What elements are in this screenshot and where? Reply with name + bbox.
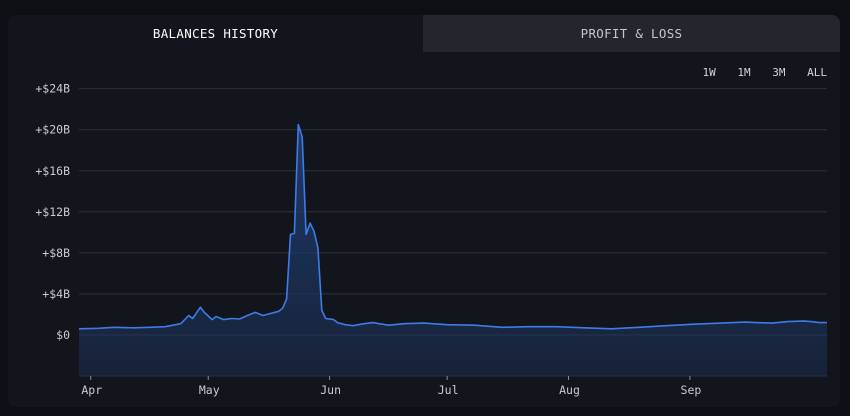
range-3m-button[interactable]: 3M	[772, 66, 786, 79]
balance-area	[79, 124, 827, 376]
range-1w-button[interactable]: 1W	[702, 66, 716, 79]
x-tick-label: May	[199, 383, 220, 397]
y-tick-label: +$4B	[42, 287, 70, 301]
tab-profit-loss[interactable]: PROFIT & LOSS	[423, 15, 840, 52]
range-1m-button[interactable]: 1M	[737, 66, 751, 79]
tab-bar: BALANCES HISTORY PROFIT & LOSS	[8, 15, 840, 52]
y-tick-label: +$12B	[35, 205, 70, 219]
x-tick-label: Aug	[559, 383, 580, 397]
range-selector: 1W 1M 3M ALL	[690, 61, 827, 79]
y-tick-label: +$24B	[35, 82, 70, 96]
balance-history-chart: +$24B +$20B +$16B +$12B +$8B +$4B $0 Apr May Jun J…	[35, 82, 827, 397]
x-tick-label: Sep	[681, 383, 702, 397]
balances-card: BALANCES HISTORY PROFIT & LOSS 1W 1M 3M …	[8, 15, 840, 407]
balance-line	[78, 123, 827, 330]
y-tick-label: +$16B	[35, 164, 70, 178]
y-tick-label: $0	[56, 328, 70, 342]
range-all-button[interactable]: ALL	[807, 66, 827, 79]
x-tick-label: Jul	[438, 383, 459, 397]
y-tick-label: +$8B	[42, 246, 70, 260]
x-tick-label: Jun	[320, 383, 341, 397]
tab-balances-history[interactable]: BALANCES HISTORY	[8, 15, 423, 52]
y-tick-label: +$20B	[35, 123, 70, 137]
x-tick-label: Apr	[81, 383, 102, 397]
